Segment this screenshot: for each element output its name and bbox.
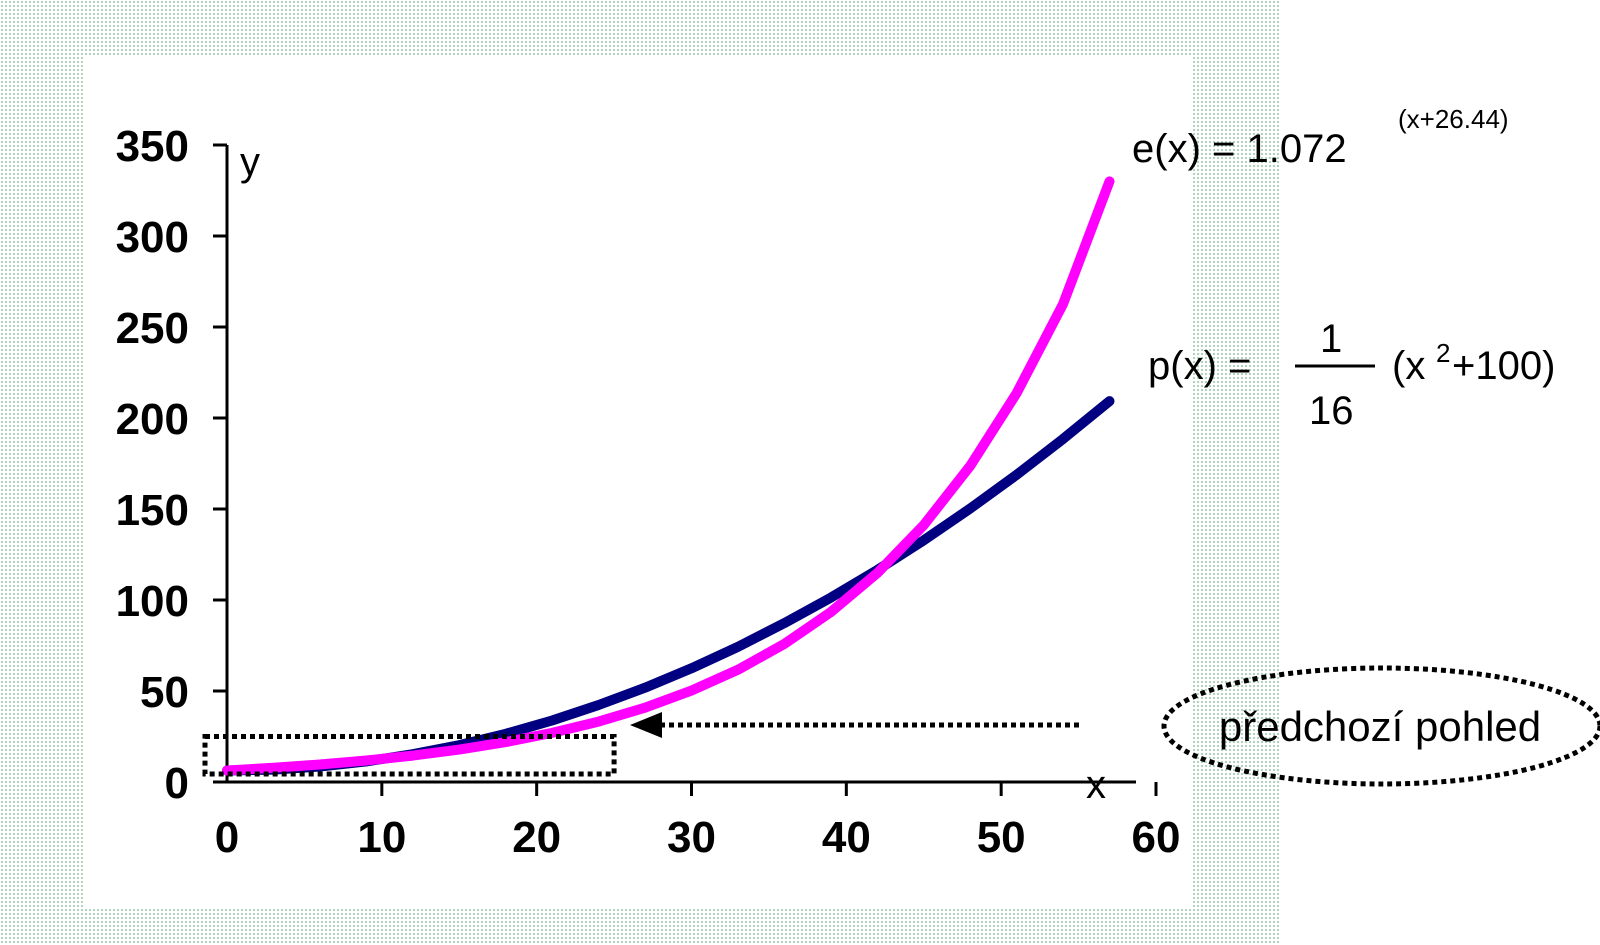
e-formula-exponent: (x+26.44) [1398, 104, 1509, 134]
y-tick-label: 50 [140, 668, 189, 717]
x-tick-label: 20 [512, 813, 561, 862]
callout-ellipse [1161, 665, 1600, 787]
x-tick-label: 50 [977, 813, 1026, 862]
y-tick-label: 250 [116, 304, 189, 353]
y-tick-label: 350 [116, 122, 189, 171]
callout-text: předchozí pohled [1219, 703, 1541, 750]
y-tick-label: 300 [116, 213, 189, 262]
p-formula-exp: 2 [1436, 338, 1450, 368]
x-tick-label: 10 [357, 813, 406, 862]
x-tick-label: 60 [1132, 813, 1181, 862]
p-formula-open: (x [1392, 344, 1425, 388]
p-formula-numerator: 1 [1320, 317, 1342, 361]
axis-ticks: 0 50 100 150 200 250 300 350 0 10 20 30 40 50 60 [116, 122, 1181, 862]
arrow-head-icon [630, 712, 662, 738]
y-axis-label: y [240, 140, 260, 184]
y-tick-label: 200 [116, 395, 189, 444]
y-tick-label: 100 [116, 577, 189, 626]
previous-view-box [202, 734, 617, 777]
e-formula: e(x) = 1.072 (x+26.44) [1132, 104, 1509, 171]
previous-view-callout: předchozí pohled [202, 665, 1600, 787]
series-layer [222, 176, 1115, 776]
x-axis-label: x [1086, 763, 1106, 807]
e-formula-base: e(x) = 1.072 [1132, 127, 1347, 171]
y-tick-label: 0 [165, 759, 189, 808]
y-tick-label: 150 [116, 486, 189, 535]
p-formula-denominator: 16 [1309, 389, 1354, 433]
p-formula: p(x) = 1 16 (x 2 +100) [1148, 317, 1555, 433]
p-formula-prefix: p(x) = [1148, 344, 1251, 388]
axes [225, 145, 1136, 784]
x-tick-label: 30 [667, 813, 716, 862]
x-tick-label: 40 [822, 813, 871, 862]
x-tick-label: 0 [215, 813, 239, 862]
p-formula-close: +100) [1452, 344, 1555, 388]
series-line-1 [222, 176, 1115, 776]
